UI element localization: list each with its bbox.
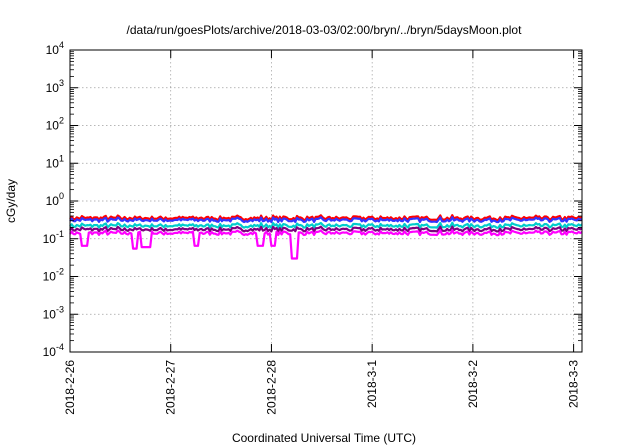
y-tick-label: 10-1 xyxy=(43,229,64,246)
y-tick-label: 100 xyxy=(46,191,64,208)
series-line xyxy=(69,221,583,229)
axis-ticks xyxy=(69,49,582,353)
x-tick-label: 2018-3-1 xyxy=(365,360,379,408)
x-tick-label: 2018-3-3 xyxy=(567,360,581,408)
y-tick-label: 101 xyxy=(46,153,64,170)
x-tick-labels: 2018-2-26 2018-2-27 2018-2-28 2018-3-1 2018-… xyxy=(63,360,581,415)
series-line xyxy=(69,229,583,260)
x-tick-label: 2018-2-26 xyxy=(63,360,77,415)
y-tick-label: 10-3 xyxy=(43,304,64,321)
x-tick-label: 2018-2-28 xyxy=(264,360,278,415)
series-line xyxy=(69,216,583,224)
grid-lines xyxy=(70,50,582,352)
y-tick-labels: 10-4 10-3 10-2 10-1 100 101 102 103 104 xyxy=(43,40,64,359)
y-tick-label: 10-4 xyxy=(43,342,64,359)
x-axis-label: Coordinated Universal Time (UTC) xyxy=(232,431,416,445)
y-axis-label: cGy/day xyxy=(4,179,18,223)
x-tick-label: 2018-3-2 xyxy=(466,360,480,408)
chart-title: /data/run/goesPlots/archive/2018-03-03/0… xyxy=(127,23,523,37)
y-tick-label: 104 xyxy=(46,40,64,57)
y-tick-label: 102 xyxy=(46,116,64,133)
series-line xyxy=(69,214,583,222)
y-tick-label: 10-2 xyxy=(43,267,64,284)
x-tick-label: 2018-2-27 xyxy=(164,360,178,415)
y-tick-label: 103 xyxy=(46,78,64,95)
series-line xyxy=(69,225,583,233)
data-series xyxy=(69,214,583,260)
